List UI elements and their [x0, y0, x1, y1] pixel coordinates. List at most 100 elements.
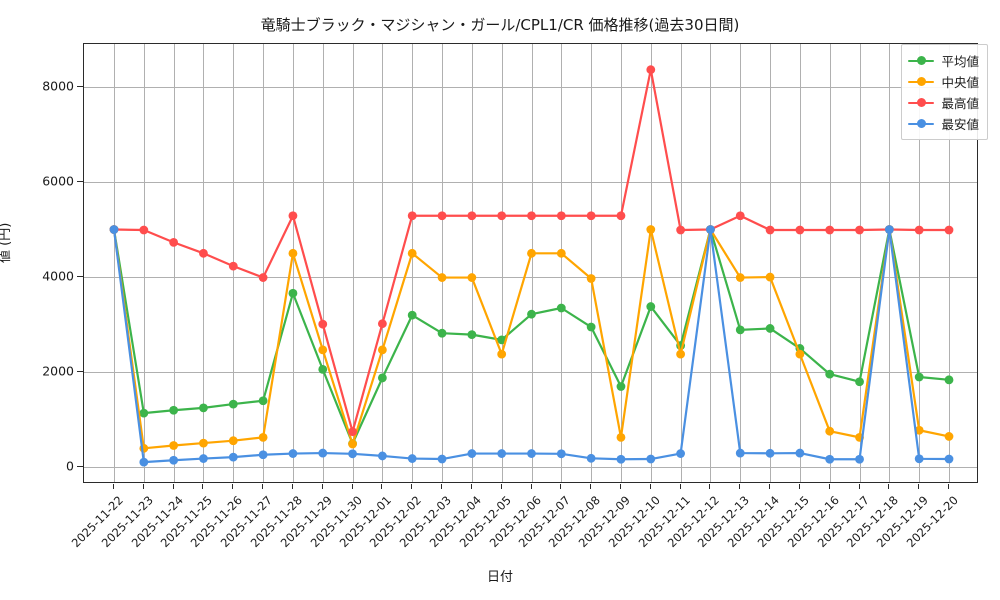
data-point [497, 449, 507, 458]
data-point [258, 396, 268, 406]
data-point [646, 454, 656, 464]
data-point [288, 248, 298, 258]
data-point [169, 237, 179, 247]
gridline-vertical-15 [561, 44, 563, 482]
data-point [228, 436, 238, 446]
series-line [112, 228, 951, 450]
data-point [825, 225, 835, 235]
x-tick-mark [500, 484, 502, 489]
data-point [765, 225, 775, 235]
data-point [527, 211, 536, 221]
x-tick-mark [590, 484, 592, 489]
y-axis-ticks: 0 2000 4000 6000 8000 [0, 43, 83, 483]
data-point [407, 454, 417, 463]
x-tick-mark [560, 484, 562, 489]
x-tick-mark [619, 484, 621, 489]
data-point [109, 225, 119, 234]
data-layer [84, 44, 977, 482]
gridline-vertical-28 [949, 44, 950, 482]
data-point [228, 452, 238, 462]
x-tick-mark [828, 484, 830, 489]
data-point [855, 454, 864, 464]
gridline-vertical-11 [442, 44, 444, 482]
gridline-horizontal-1 [84, 372, 977, 374]
data-point [527, 449, 536, 458]
data-point [765, 448, 775, 458]
series-2 [109, 225, 954, 453]
legend-label: 最安値 [941, 117, 979, 132]
series-3 [109, 65, 954, 437]
gridline-vertical-17 [620, 44, 622, 482]
grid-layer [84, 44, 977, 482]
data-point [676, 349, 686, 359]
data-point [169, 405, 179, 415]
plot-area [83, 43, 978, 483]
gridline-vertical-26 [889, 44, 891, 482]
legend-marker-icon [908, 54, 935, 68]
data-point [497, 335, 507, 345]
y-tick-mark [77, 180, 83, 182]
data-point [288, 211, 298, 221]
gridline-vertical-14 [531, 44, 533, 482]
legend-item-4[interactable]: 最安値 [908, 113, 979, 134]
gridline-vertical-27 [919, 44, 921, 482]
data-point [944, 432, 954, 441]
x-tick-mark [769, 484, 771, 489]
data-point [646, 302, 656, 311]
x-tick-mark [798, 484, 800, 489]
gridline-vertical-13 [501, 44, 503, 482]
x-tick-mark [381, 484, 383, 489]
x-axis-label: 日付 [486, 570, 513, 585]
data-point [258, 432, 268, 442]
data-point [467, 330, 477, 340]
gridline-horizontal-4 [84, 86, 977, 88]
data-point [318, 448, 328, 458]
legend-marker-icon [908, 96, 935, 110]
data-point [616, 432, 626, 442]
data-point [377, 319, 387, 329]
legend-label: 中央値 [941, 75, 979, 90]
data-point [944, 375, 954, 385]
legend-label: 最高値 [941, 96, 979, 111]
gridline-vertical-22 [770, 44, 772, 482]
y-tick-label: 0 [66, 458, 74, 474]
gridline-vertical-25 [859, 44, 861, 482]
data-point [556, 303, 566, 313]
gridline-vertical-9 [382, 44, 384, 482]
chart-legend: 平均値中央値最高値最安値 [901, 44, 988, 140]
x-axis-ticks: 2025-11-22 2025-11-23 2025-11-24 2025-11-25… [69, 484, 978, 594]
data-point [765, 272, 775, 282]
data-point [556, 211, 566, 221]
data-point [467, 273, 477, 282]
gridline-vertical-5 [263, 44, 265, 482]
y-tick-mark [77, 85, 83, 87]
data-point [348, 439, 357, 449]
data-point [467, 449, 477, 458]
x-tick-mark [411, 484, 413, 489]
data-point [914, 425, 924, 435]
data-point [914, 225, 924, 235]
data-point [914, 372, 924, 382]
x-tick-mark [291, 484, 293, 489]
data-point [884, 225, 894, 234]
data-point [318, 364, 328, 374]
legend-item-3[interactable]: 最高値 [908, 92, 979, 113]
data-point [318, 345, 328, 355]
gridline-horizontal-2 [84, 277, 977, 279]
legend-label: 平均値 [941, 54, 979, 69]
data-point [795, 448, 805, 458]
gridline-horizontal-0 [84, 467, 977, 469]
legend-item-1[interactable]: 平均値 [908, 50, 979, 71]
x-tick-mark [262, 484, 264, 489]
data-point [437, 211, 447, 221]
chart-title: 竜騎士ブラック・マジシャン・ガール/CPL1/CR 価格推移(過去30日間) [260, 16, 740, 34]
data-point [586, 211, 596, 221]
legend-item-2[interactable]: 中央値 [908, 71, 979, 92]
data-point [169, 441, 179, 450]
data-point [735, 273, 745, 282]
data-point [169, 455, 179, 465]
x-tick-mark [709, 484, 711, 489]
data-point [795, 349, 805, 359]
data-point [437, 454, 447, 464]
gridline-vertical-10 [412, 44, 414, 482]
